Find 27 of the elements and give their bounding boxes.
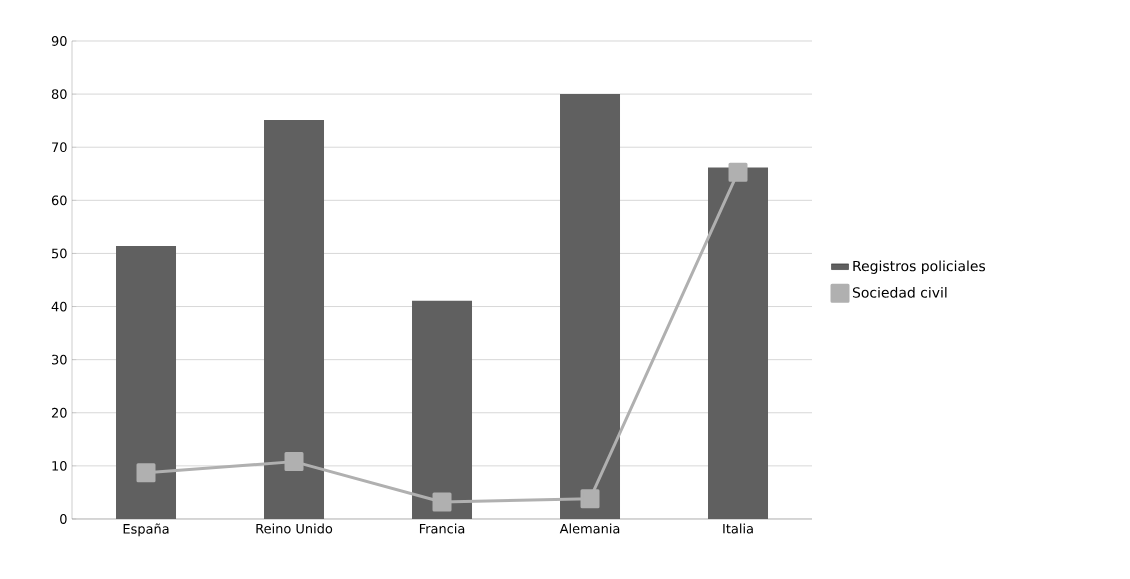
y-tick-label: 0 (60, 514, 67, 524)
point (136, 463, 156, 483)
y-tick-label: 50 (52, 248, 67, 259)
point (284, 452, 304, 472)
y-tick-label: 70 (52, 142, 67, 153)
legend-label: Sociedad civil (852, 286, 947, 298)
y-tick-label: 20 (51, 407, 67, 418)
y-tick-label: 60 (51, 195, 67, 206)
x-tick-label: Francia (419, 523, 465, 534)
bar (264, 120, 325, 519)
x-tick-label: Italia (723, 523, 753, 534)
point (432, 492, 452, 512)
x-tick-label: España (123, 523, 169, 537)
bar (412, 300, 473, 519)
point (728, 162, 748, 182)
bar (708, 167, 769, 519)
y-tick-label: 10 (52, 460, 67, 471)
y-tick-label: 30 (52, 354, 67, 365)
point (580, 489, 600, 509)
legend-label: Registros policiales (853, 260, 986, 274)
bar (116, 245, 177, 519)
y-tick-label: 90 (51, 36, 67, 46)
x-tick-label: Reino Unido (256, 523, 333, 534)
x-tick-label: Alemania (559, 523, 620, 534)
bar (560, 94, 621, 519)
y-tick-label: 40 (51, 301, 67, 312)
y-tick-label: 80 (51, 89, 67, 99)
